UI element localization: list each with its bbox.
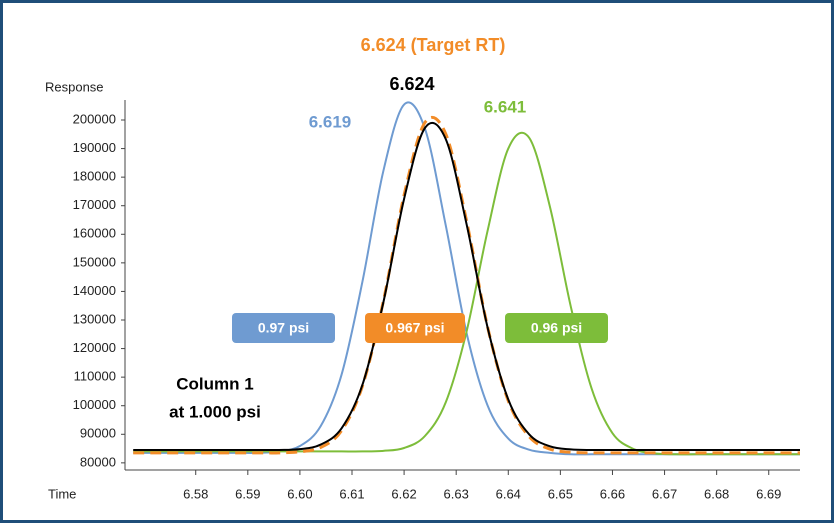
y-axis-label: Response xyxy=(45,79,104,94)
y-tick-label: 180000 xyxy=(73,169,116,184)
y-tick-label: 140000 xyxy=(73,283,116,298)
y-tick-label: 110000 xyxy=(74,369,116,384)
x-tick-label: 6.66 xyxy=(600,486,625,501)
legend-label: 0.967 psi xyxy=(385,320,444,336)
y-tick-label: 160000 xyxy=(73,226,116,241)
peak-label: 6.619 xyxy=(309,112,352,131)
series-line xyxy=(133,121,800,452)
y-tick-label: 200000 xyxy=(73,111,116,126)
peak-label: 6.641 xyxy=(484,97,527,116)
x-tick-label: 6.60 xyxy=(287,486,312,501)
annotation: Column 1 xyxy=(176,374,253,393)
peak-label: 6.624 xyxy=(389,74,434,94)
x-axis-label: Time xyxy=(48,486,76,501)
x-tick-label: 6.61 xyxy=(339,486,364,501)
x-tick-label: 6.69 xyxy=(756,486,781,501)
x-tick-label: 6.64 xyxy=(496,486,521,501)
y-tick-label: 190000 xyxy=(73,140,116,155)
x-tick-label: 6.63 xyxy=(444,486,469,501)
y-tick-label: 130000 xyxy=(73,311,116,326)
x-tick-label: 6.62 xyxy=(391,486,416,501)
annotation: at 1.000 psi xyxy=(169,402,261,421)
legend-box xyxy=(505,313,608,343)
y-tick-label: 90000 xyxy=(80,426,116,441)
x-tick-label: 6.68 xyxy=(704,486,729,501)
x-tick-label: 6.58 xyxy=(183,486,208,501)
legend-label: 0.96 psi xyxy=(531,320,582,336)
legend-box xyxy=(232,313,335,343)
y-tick-label: 150000 xyxy=(73,254,116,269)
x-tick-label: 6.65 xyxy=(548,486,573,501)
legend-label: 0.97 psi xyxy=(258,320,309,336)
peak-label: 6.624 (Target RT) xyxy=(361,35,506,55)
legend-box xyxy=(365,313,465,343)
x-tick-label: 6.67 xyxy=(652,486,677,501)
y-tick-label: 170000 xyxy=(73,197,116,212)
y-tick-label: 80000 xyxy=(80,454,116,469)
y-tick-label: 120000 xyxy=(73,340,116,355)
x-tick-label: 6.59 xyxy=(235,486,260,501)
y-tick-label: 100000 xyxy=(73,397,116,412)
